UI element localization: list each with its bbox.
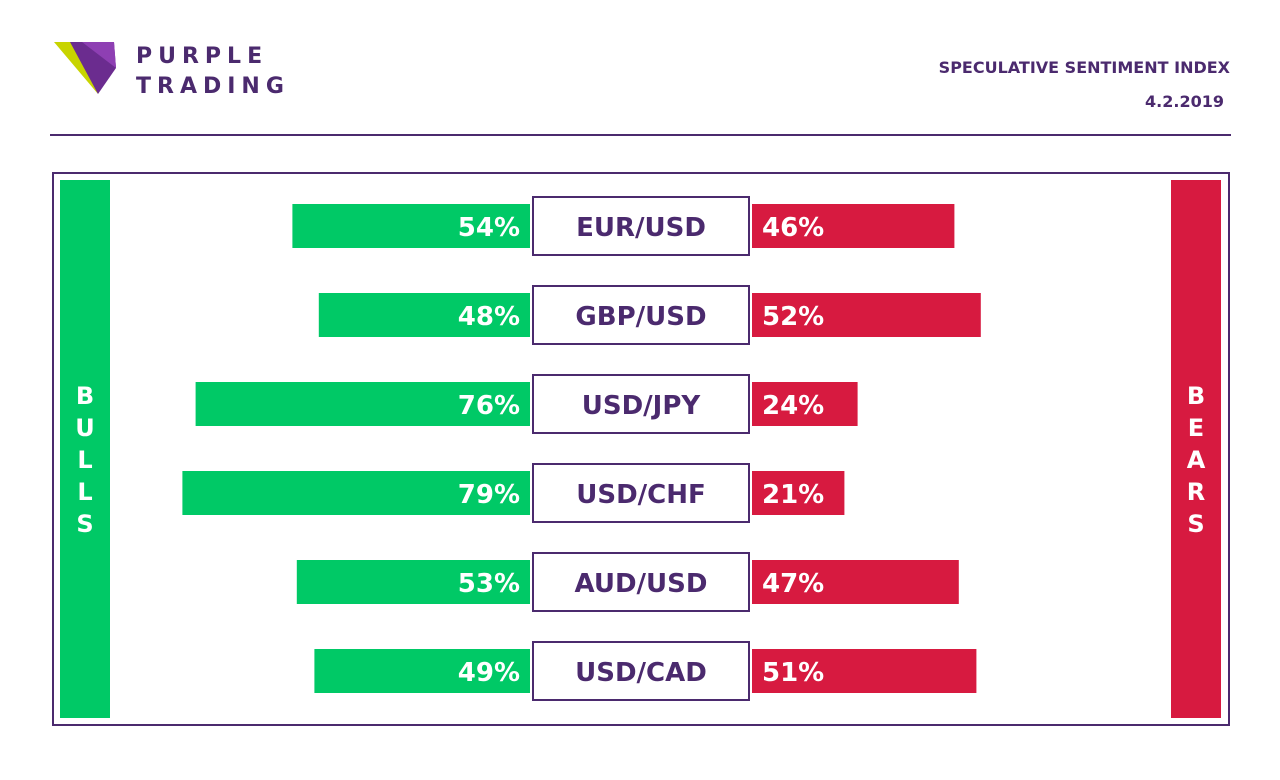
bull-bar [314,649,530,693]
bull-bar [182,471,530,515]
page-date: 4.2.2019 [1145,92,1224,111]
bull-bar [296,560,530,604]
pair-box [532,374,750,434]
bear-value-label: 52% [762,302,824,332]
bull-value-label: 49% [458,658,520,688]
bear-bar [752,471,845,515]
bear-bar [752,382,858,426]
bear-bar [752,649,977,693]
chart-frame [52,172,1230,726]
bear-bar [752,560,959,604]
pair-box [532,463,750,523]
bull-bar [318,293,530,337]
brand-name: PURPLE TRADING [136,42,290,102]
brand-line-2: TRADING [136,74,290,99]
bull-value-label: 76% [458,391,520,421]
pair-box [532,285,750,345]
pair-box [532,641,750,701]
bull-value-label: 79% [458,480,520,510]
logo: PURPLE TRADING [52,40,302,100]
bear-value-label: 51% [762,658,824,688]
bear-value-label: 46% [762,213,824,243]
bear-value-label: 24% [762,391,824,421]
bull-bar [195,382,530,426]
bear-value-label: 21% [762,480,824,510]
pair-label: USD/JPY [582,391,702,421]
pair-label: GBP/USD [575,302,706,332]
pair-label: USD/CAD [575,658,707,688]
bear-value-label: 47% [762,569,824,599]
header-divider [50,134,1231,136]
bear-bar [752,204,955,248]
bull-bar [292,204,530,248]
pair-box [532,196,750,256]
pair-box [532,552,750,612]
bear-bar [752,293,981,337]
logo-mark-icon [54,42,116,94]
bull-value-label: 54% [458,213,520,243]
bull-value-label: 53% [458,569,520,599]
pair-label: AUD/USD [575,569,708,599]
brand-line-1: PURPLE [136,44,269,69]
page-title: SPECULATIVE SENTIMENT INDEX [938,58,1230,77]
bull-value-label: 48% [458,302,520,332]
pair-label: USD/CHF [576,480,706,510]
pair-label: EUR/USD [576,213,706,243]
